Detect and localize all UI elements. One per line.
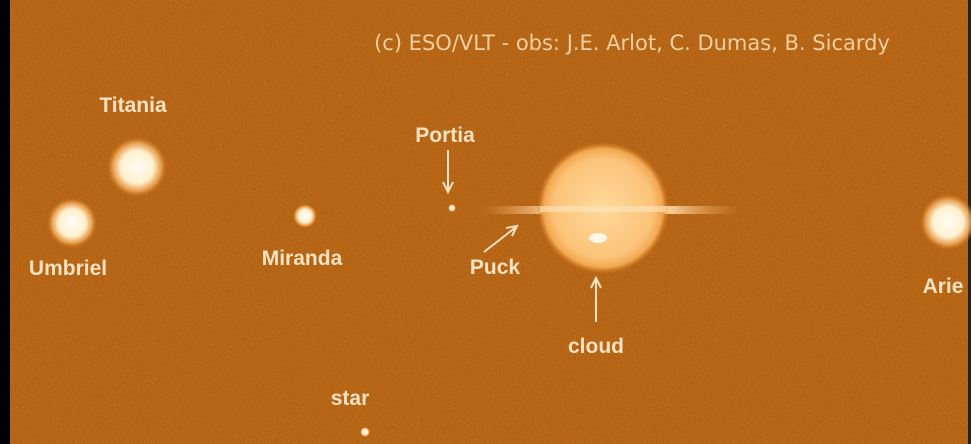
label: Miranda — [262, 247, 343, 270]
label: Puck — [470, 256, 521, 279]
label: Portia — [415, 124, 475, 147]
label: Umbriel — [29, 257, 107, 280]
rings — [540, 206, 666, 212]
umbriel-moon — [47, 198, 97, 248]
miranda-moon — [293, 204, 317, 228]
star — [360, 427, 370, 437]
ariel-moon — [920, 194, 971, 250]
arrow — [442, 150, 454, 195]
sky — [10, 0, 968, 444]
cloud-spot — [589, 233, 607, 243]
portia-moon — [448, 204, 456, 212]
label: star — [331, 387, 370, 410]
label: Titania — [99, 94, 167, 117]
label: Arie — [923, 275, 964, 298]
titania-moon — [107, 137, 167, 197]
arrow — [590, 275, 602, 322]
credit: (c) ESO/VLT - obs: J.E. Arlot, C. Dumas,… — [374, 31, 890, 55]
border — [0, 0, 10, 444]
arrow — [483, 224, 519, 253]
label: cloud — [568, 335, 624, 358]
